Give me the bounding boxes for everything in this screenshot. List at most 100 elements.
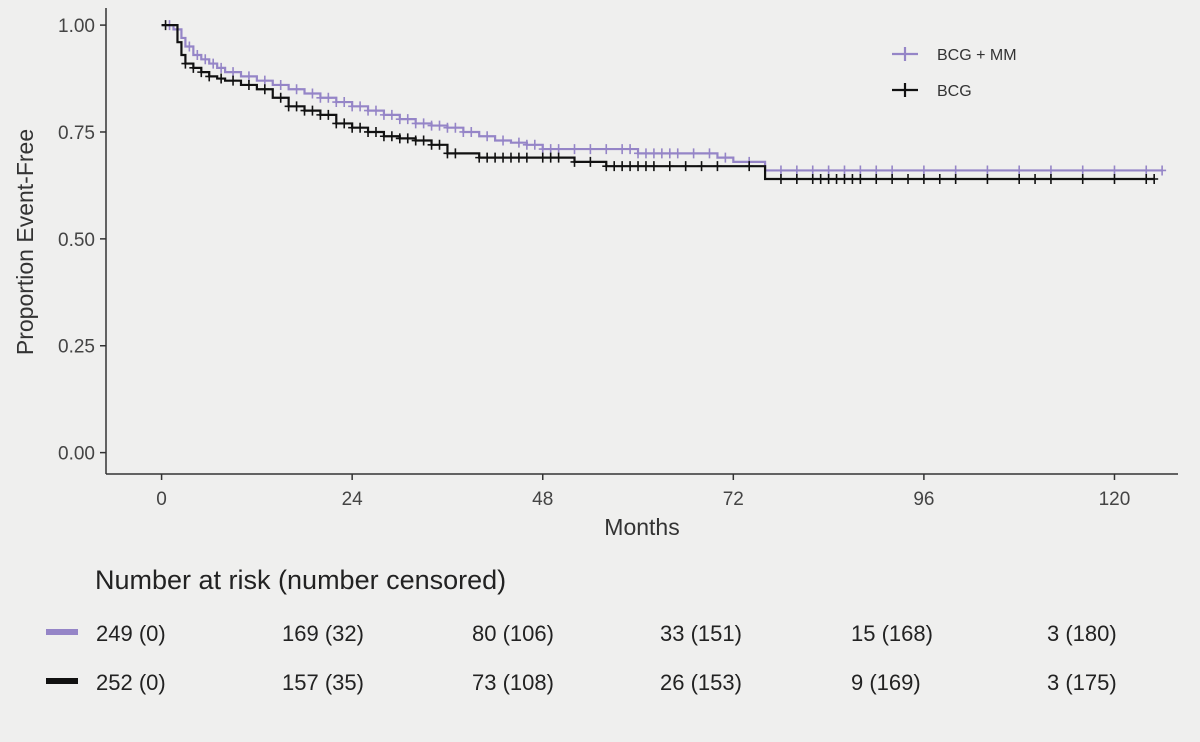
censor-mark bbox=[324, 109, 333, 120]
censor-mark bbox=[983, 174, 992, 185]
censor-mark bbox=[379, 109, 388, 120]
legend-swatch bbox=[892, 83, 918, 97]
censor-mark bbox=[1142, 174, 1151, 185]
censor-mark bbox=[332, 118, 341, 129]
censor-mark bbox=[419, 135, 428, 146]
censor-mark bbox=[1046, 174, 1055, 185]
censor-mark bbox=[451, 148, 460, 159]
censor-mark bbox=[244, 71, 253, 82]
censor-mark bbox=[443, 148, 452, 159]
censor-mark bbox=[300, 105, 309, 116]
censor-mark bbox=[776, 174, 785, 185]
x-tick-label: 72 bbox=[723, 489, 744, 510]
censor-mark bbox=[808, 165, 817, 176]
censor-mark bbox=[201, 54, 210, 65]
censor-mark bbox=[209, 58, 218, 69]
censor-mark bbox=[840, 174, 849, 185]
censor-mark bbox=[467, 126, 476, 137]
censor-mark bbox=[205, 71, 214, 82]
censor-mark bbox=[483, 152, 492, 163]
legend-swatch bbox=[892, 47, 918, 61]
x-tick-label: 0 bbox=[156, 489, 167, 510]
censor-mark bbox=[586, 156, 595, 167]
censor-mark bbox=[475, 152, 484, 163]
censor-mark bbox=[610, 161, 619, 172]
censor-mark bbox=[649, 161, 658, 172]
censor-mark bbox=[689, 148, 698, 159]
censor-mark bbox=[538, 144, 547, 155]
censor-mark bbox=[371, 105, 380, 116]
y-axis-title: Proportion Event-Free bbox=[12, 129, 38, 355]
censor-mark bbox=[816, 174, 825, 185]
censor-mark bbox=[371, 126, 380, 137]
censor-mark bbox=[665, 148, 674, 159]
risk-cell: 169 (32) bbox=[282, 621, 364, 646]
risk-table-rows: 249 (0) 169 (32) 80 (106) 33 (151) 15 (168) 3… bbox=[46, 621, 1117, 695]
censor-mark bbox=[721, 152, 730, 163]
legend-label: BCG + MM bbox=[937, 47, 1017, 64]
legend: BCG + MM BCG bbox=[892, 47, 1017, 100]
censor-mark bbox=[713, 161, 722, 172]
censor-mark bbox=[705, 148, 714, 159]
censor-mark bbox=[546, 144, 555, 155]
y-tick-label: 0.00 bbox=[58, 444, 95, 465]
censor-mark bbox=[681, 161, 690, 172]
censor-mark bbox=[427, 139, 436, 150]
censor-mark bbox=[538, 152, 547, 163]
censor-mark bbox=[506, 152, 515, 163]
censor-mark bbox=[292, 101, 301, 112]
censor-mark bbox=[435, 139, 444, 150]
censor-mark bbox=[387, 131, 396, 142]
censor-mark bbox=[856, 174, 865, 185]
censor-mark bbox=[364, 126, 373, 137]
censor-mark bbox=[197, 67, 206, 78]
censor-mark bbox=[340, 97, 349, 108]
censor-mark bbox=[348, 101, 357, 112]
censor-mark bbox=[181, 58, 190, 69]
censor-mark bbox=[904, 174, 913, 185]
censor-mark bbox=[514, 137, 523, 148]
censor-mark bbox=[491, 152, 500, 163]
x-tick-label: 120 bbox=[1099, 489, 1131, 510]
censor-mark bbox=[570, 144, 579, 155]
y-axis-ticks: 0.00 0.25 0.50 0.75 1.00 bbox=[58, 16, 106, 465]
x-tick-label: 96 bbox=[913, 489, 934, 510]
censor-mark bbox=[618, 161, 627, 172]
censor-mark bbox=[602, 161, 611, 172]
censor-mark bbox=[229, 67, 238, 78]
risk-table: Number at risk (number censored) 249 (0)… bbox=[46, 565, 1117, 695]
censor-mark bbox=[499, 152, 508, 163]
censor-mark bbox=[792, 165, 801, 176]
y-tick-label: 0.50 bbox=[58, 230, 95, 251]
censor-mark bbox=[292, 84, 301, 95]
censor-mark bbox=[626, 144, 635, 155]
risk-cell: 157 (35) bbox=[282, 670, 364, 695]
censor-mark bbox=[522, 152, 531, 163]
censor-mark bbox=[217, 62, 226, 73]
legend-label: BCG bbox=[937, 83, 972, 100]
censor-mark bbox=[657, 148, 666, 159]
censor-mark bbox=[935, 174, 944, 185]
series-bcg bbox=[161, 20, 1159, 185]
censor-mark bbox=[586, 144, 595, 155]
censor-mark bbox=[1110, 174, 1119, 185]
censor-mark bbox=[403, 114, 412, 125]
censor-mark bbox=[983, 165, 992, 176]
censor-mark bbox=[1046, 165, 1055, 176]
censor-mark bbox=[324, 92, 333, 103]
censor-mark bbox=[919, 174, 928, 185]
censor-mark bbox=[919, 165, 928, 176]
censor-mark bbox=[618, 144, 627, 155]
censor-mark bbox=[634, 161, 643, 172]
risk-cell: 26 (153) bbox=[660, 670, 742, 695]
censor-mark bbox=[1031, 174, 1040, 185]
censor-mark bbox=[530, 139, 539, 150]
legend-item: BCG bbox=[892, 83, 972, 100]
censor-mark bbox=[276, 79, 285, 90]
censor-mark bbox=[1110, 165, 1119, 176]
censor-mark bbox=[570, 156, 579, 167]
censor-mark bbox=[308, 88, 317, 99]
risk-table-title: Number at risk (number censored) bbox=[95, 565, 506, 595]
censor-mark bbox=[161, 20, 170, 31]
